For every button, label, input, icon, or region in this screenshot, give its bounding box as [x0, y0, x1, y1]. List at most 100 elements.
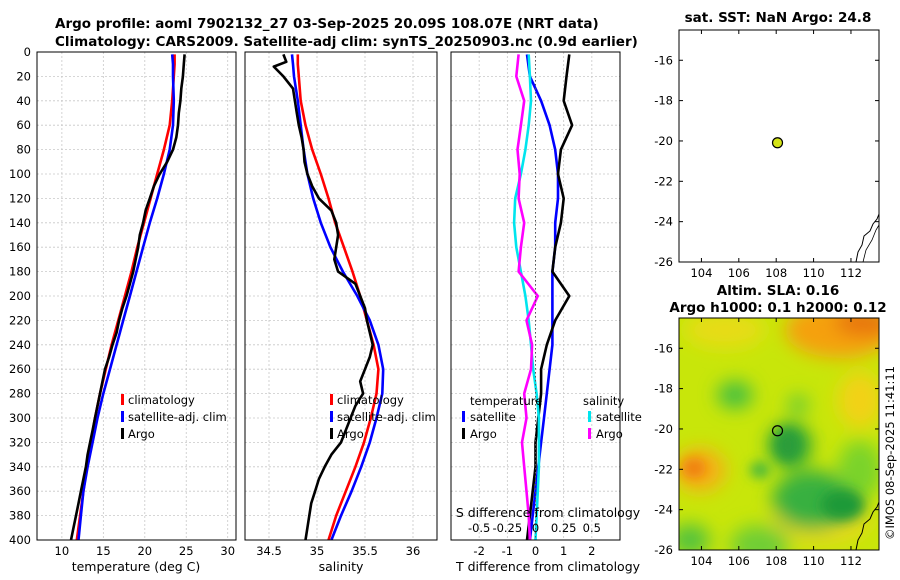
- x-tick-label: 36: [406, 544, 421, 558]
- lon-tick-label: 112: [840, 266, 862, 280]
- lat-tick-label: -20: [654, 422, 673, 436]
- x-tick-label: 35: [310, 544, 325, 558]
- sla-heatmap: [679, 318, 879, 550]
- series-line-argo: [69, 54, 186, 541]
- legend-swatch: [330, 428, 333, 439]
- y-tick-label: 180: [9, 265, 31, 279]
- legend-swatch: [121, 411, 124, 422]
- series-line-argo: [272, 53, 375, 541]
- temperature-panel: 10 15 20 25 30020406080100120140160180200220…: [9, 45, 237, 574]
- top-x-tick-label: 0: [532, 521, 539, 535]
- y-tick-label: 360: [9, 484, 31, 498]
- x-tick-label: 34.5: [256, 544, 282, 558]
- y-tick-label: 160: [9, 240, 31, 254]
- legend-label: satellite: [470, 410, 516, 424]
- imos-watermark: ©IMOS 08-Sep-2025 11:41:11: [883, 366, 897, 540]
- top-x-tick-label: -0.5: [468, 521, 490, 535]
- y-tick-label: 300: [9, 411, 31, 425]
- sla-map-title-line1: Altim. SLA: 0.16: [717, 283, 839, 299]
- lat-tick-label: -16: [654, 53, 673, 67]
- top-x-tick-label: 0.5: [583, 521, 601, 535]
- salinity-panel: 34.5 35 35.5 36 salinity climatology satellite…: [244, 51, 438, 574]
- y-tick-label: 320: [9, 435, 31, 449]
- sla-map-panel: Altim. SLA: 0.16 Argo h1000: 0.1 h2000: …: [654, 283, 886, 568]
- x-tick-label: 20: [137, 544, 152, 558]
- y-tick-label: 400: [9, 533, 31, 547]
- sla-map-title-line2: Argo h1000: 0.1 h2000: 0.12: [669, 300, 886, 316]
- y-tick-label: 220: [9, 313, 31, 327]
- lat-tick-label: -24: [654, 503, 673, 517]
- x-tick-label: 30: [220, 544, 235, 558]
- legend-swatch: [330, 411, 333, 422]
- series-line-s-satellite: [512, 54, 541, 541]
- legend-swatch: [588, 411, 591, 422]
- y-tick-label: 200: [9, 289, 31, 303]
- x-tick-label: 25: [179, 544, 194, 558]
- x-tick-label: 15: [96, 544, 111, 558]
- sst-map-panel: sat. SST: NaN Argo: 24.8 104 106 108 110 112…: [654, 10, 880, 280]
- lat-tick-label: -22: [654, 462, 673, 476]
- legend-label: Argo: [596, 427, 623, 441]
- lon-tick-label: 106: [728, 266, 750, 280]
- series-line-satellite-adj-clim: [77, 54, 176, 541]
- lat-tick-label: -26: [654, 255, 673, 269]
- series-line-t-argo: [525, 54, 574, 541]
- y-tick-label: 0: [24, 45, 31, 59]
- x-tick-label: 1: [560, 544, 567, 558]
- x-tick-label: 10: [55, 544, 70, 558]
- lon-tick-label: 106: [728, 554, 750, 568]
- figure-title-line2: Climatology: CARS2009. Satellite-adj cli…: [55, 34, 638, 50]
- plot-frame: [36, 51, 237, 541]
- legend-label: Argo: [337, 427, 364, 441]
- x-tick-label: 35.5: [352, 544, 378, 558]
- y-tick-label: 60: [16, 118, 31, 132]
- sst-map-frame: [678, 29, 880, 263]
- legend-swatch: [588, 428, 591, 439]
- lat-tick-label: -22: [654, 174, 673, 188]
- lon-tick-label: 104: [690, 554, 712, 568]
- legend-label: satellite: [596, 410, 642, 424]
- legend-title-salinity: salinity: [583, 394, 624, 408]
- difference-panel: -2 -1 0 1 2 -0.5 -0.25 0 0.25 0.5S difference fro…: [450, 51, 642, 574]
- legend-label: Argo: [470, 427, 497, 441]
- lat-tick-label: -16: [654, 341, 673, 355]
- lat-tick-label: -18: [654, 94, 673, 108]
- plot-frame: [244, 51, 438, 541]
- legend-swatch: [330, 394, 333, 405]
- lat-tick-label: -18: [654, 382, 673, 396]
- figure-title-line1: Argo profile: aoml 7902132_27 03-Sep-202…: [55, 16, 599, 32]
- lon-tick-label: 104: [690, 266, 712, 280]
- series-line-satellite-adj-clim: [290, 54, 385, 541]
- series-line-s-argo: [514, 54, 540, 541]
- sst-coastline-inner: [862, 224, 880, 263]
- y-tick-label: 240: [9, 338, 31, 352]
- x-axis-label: temperature (deg C): [72, 559, 201, 574]
- argo-position-marker-sla: [771, 425, 784, 437]
- legend-label: satellite-adj. clim: [128, 410, 227, 424]
- lat-tick-label: -20: [654, 134, 673, 148]
- lat-tick-label: -26: [654, 543, 673, 557]
- legend-label: climatology: [128, 393, 195, 407]
- lat-tick-label: -24: [654, 215, 673, 229]
- lon-tick-label: 108: [765, 554, 787, 568]
- sla-map-frame: [678, 317, 880, 551]
- legend-title-temperature: temperature: [470, 394, 542, 408]
- x-tick-label: -2: [473, 544, 484, 558]
- y-tick-label: 140: [9, 216, 31, 230]
- sst-map-title: sat. SST: NaN Argo: 24.8: [685, 10, 872, 26]
- y-tick-label: 80: [16, 143, 31, 157]
- y-tick-label: 380: [9, 509, 31, 523]
- y-tick-label: 100: [9, 167, 31, 181]
- legend-swatch: [462, 411, 465, 422]
- y-tick-label: 340: [9, 460, 31, 474]
- y-tick-label: 40: [16, 94, 31, 108]
- x-tick-label: 0: [532, 544, 539, 558]
- lon-tick-label: 110: [803, 554, 825, 568]
- legend-label: climatology: [337, 393, 404, 407]
- top-x-tick-label: 0.25: [551, 521, 577, 535]
- legend-swatch: [121, 394, 124, 405]
- y-tick-label: 20: [16, 69, 31, 83]
- x-axis-label: salinity: [319, 559, 364, 574]
- legend-swatch: [121, 428, 124, 439]
- lon-tick-label: 110: [803, 266, 825, 280]
